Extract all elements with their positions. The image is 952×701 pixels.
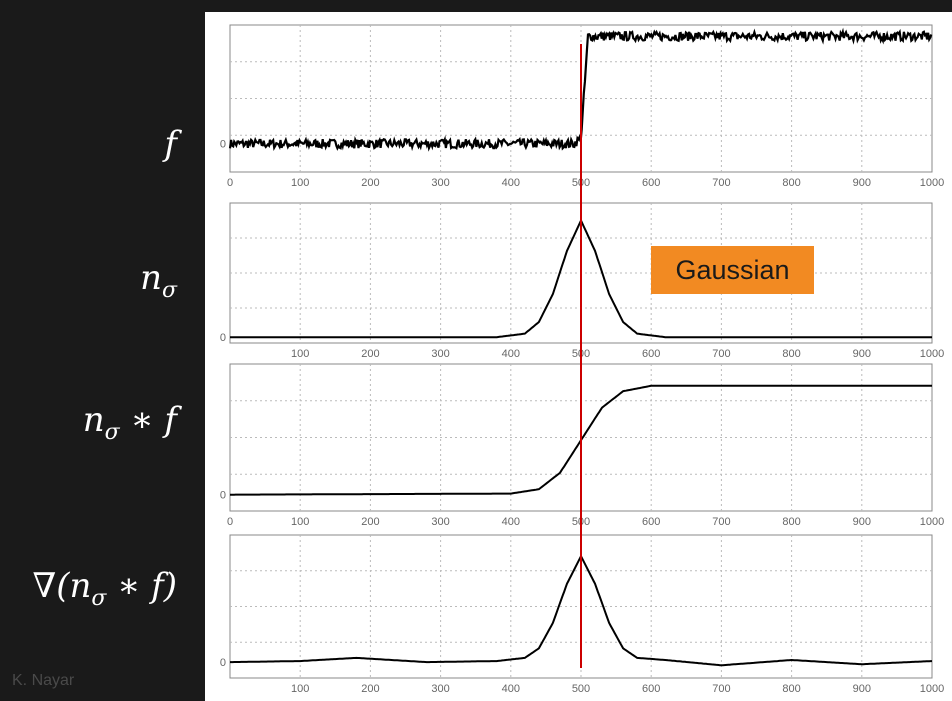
x-tick-label-1-1: 100: [291, 348, 309, 360]
x-tick-label-3-7: 700: [712, 683, 730, 695]
x-tick-label-3-6: 600: [642, 683, 660, 695]
x-tick-label-3-9: 900: [853, 683, 871, 695]
x-tick-label-1-8: 800: [782, 348, 800, 360]
x-tick-label-2-9: 900: [853, 516, 871, 528]
x-tick-label-3-2: 200: [361, 683, 379, 695]
x-tick-label-1-4: 400: [502, 348, 520, 360]
x-tick-label-2-8: 800: [782, 516, 800, 528]
x-tick-label-2-2: 200: [361, 516, 379, 528]
label-gradient: ∇(nσ ∗ f): [32, 566, 177, 611]
label-panel: [0, 0, 205, 701]
x-tick-label-1-3: 300: [431, 348, 449, 360]
top-bar: [205, 0, 952, 12]
x-tick-label-0-7: 700: [712, 177, 730, 189]
x-tick-label-0-9: 900: [853, 177, 871, 189]
x-tick-label-0-3: 300: [431, 177, 449, 189]
x-tick-label-2-4: 400: [502, 516, 520, 528]
x-tick-label-1-2: 200: [361, 348, 379, 360]
y-tick-label-2: 0: [220, 490, 226, 502]
x-tick-label-3-5: 500: [572, 683, 590, 695]
y-tick-label-0: 0: [220, 139, 226, 151]
x-tick-label-3-8: 800: [782, 683, 800, 695]
x-tick-label-2-7: 700: [712, 516, 730, 528]
label-f: f: [164, 124, 177, 164]
x-tick-label-2-10: 1000: [920, 516, 944, 528]
x-tick-label-0-8: 800: [782, 177, 800, 189]
x-tick-label-1-10: 1000: [920, 348, 944, 360]
label-n-sigma: nσ: [140, 258, 177, 303]
x-tick-label-3-1: 100: [291, 683, 309, 695]
gaussian-annotation: Gaussian: [651, 246, 814, 294]
x-tick-label-0-0: 0: [227, 177, 233, 189]
x-tick-label-0-10: 1000: [920, 177, 944, 189]
x-tick-label-3-10: 1000: [920, 683, 944, 695]
x-tick-label-0-4: 400: [502, 177, 520, 189]
x-tick-label-2-1: 100: [291, 516, 309, 528]
x-tick-label-2-6: 600: [642, 516, 660, 528]
x-tick-label-0-6: 600: [642, 177, 660, 189]
x-tick-label-1-7: 700: [712, 348, 730, 360]
x-tick-label-3-4: 400: [502, 683, 520, 695]
y-tick-label-3: 0: [220, 657, 226, 669]
x-tick-label-0-2: 200: [361, 177, 379, 189]
y-tick-label-1: 0: [220, 332, 226, 344]
label-convolution: nσ ∗ f: [82, 400, 177, 445]
x-tick-label-3-3: 300: [431, 683, 449, 695]
x-tick-label-0-1: 100: [291, 177, 309, 189]
x-tick-label-2-0: 0: [227, 516, 233, 528]
x-tick-label-2-3: 300: [431, 516, 449, 528]
x-tick-label-1-6: 600: [642, 348, 660, 360]
credit-text: K. Nayar: [12, 672, 75, 689]
x-tick-label-1-9: 900: [853, 348, 871, 360]
